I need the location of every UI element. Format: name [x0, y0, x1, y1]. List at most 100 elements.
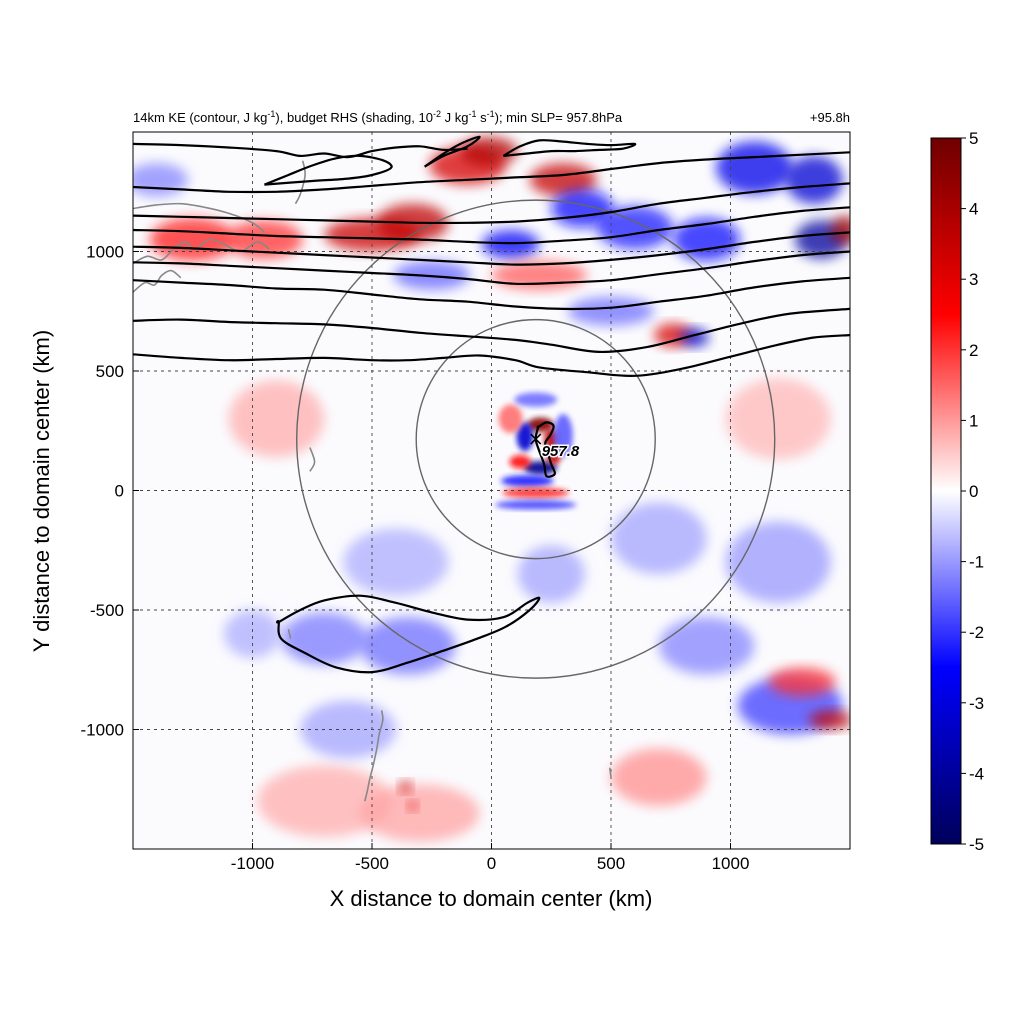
colorbar-tick-label-7: 2: [969, 341, 978, 360]
y-tick-label-2: 0: [115, 482, 124, 501]
shading-blob-28: [725, 521, 831, 603]
colorbar-tick-label-3: -2: [969, 623, 984, 642]
ke-contour-9: [263, 154, 393, 186]
x-axis-ticks: -1000 -500 0 500 1000: [231, 843, 750, 873]
ke-contour-2: [133, 276, 850, 311]
shading-blob-8: [481, 229, 540, 259]
shading-blob-6: [529, 163, 597, 197]
y-axis-title: Y distance to domain center (km): [29, 330, 54, 652]
shading-blob-30: [809, 710, 850, 730]
y-axis-ticks: -1000 -500 0 500 1000: [81, 243, 139, 740]
coastline-segment-5: [287, 628, 292, 639]
ke-contours: [133, 135, 850, 674]
title-part-1: 14km KE (contour, J kg: [133, 110, 267, 125]
ke-contour-11: [502, 139, 637, 157]
storm-shading-blob-9: [553, 414, 573, 458]
colorbar-tick-label-5: 0: [969, 482, 978, 501]
storm-shading-blob-10: [498, 404, 523, 434]
title-part-3: J kg: [441, 110, 468, 125]
storm-shading-blob-5: [509, 455, 531, 469]
ke-contour-5: [133, 206, 850, 245]
shading-blob-35: [399, 780, 412, 793]
x-tick-label-0: -1000: [231, 854, 274, 873]
title-sup-2: -2: [433, 109, 441, 119]
storm-shading-blob-7: [502, 487, 570, 499]
ke-contour-6: [133, 182, 850, 225]
ke-contour-4: [133, 231, 850, 266]
x-axis-title: X distance to domain center (km): [330, 886, 653, 911]
ke-contour-10: [423, 135, 481, 168]
plot-area: 957.8: [133, 132, 850, 849]
storm-shading-blob-8: [495, 500, 577, 510]
shading-blob-37: [223, 610, 282, 658]
ke-contour-0: [133, 334, 850, 377]
shading-blob-27: [725, 378, 831, 460]
shading-blob-26: [611, 502, 707, 575]
title-part-4: s: [476, 110, 487, 125]
title-sup-3: -1: [468, 109, 476, 119]
grid-lines: [133, 132, 850, 849]
shading-blob-20: [133, 163, 188, 197]
shading-blob-22: [343, 528, 449, 596]
storm-center-marker: 957.8: [530, 433, 581, 462]
storm-shading-blob-6: [501, 475, 554, 487]
colorbar-tick-label-4: -1: [969, 553, 984, 572]
title-part-2: ), budget RHS (shading, 10: [275, 110, 433, 125]
ke-contour-closed-0: [276, 594, 541, 674]
range-ring-1: [296, 199, 776, 679]
colorbar-tick-label-6: 1: [969, 411, 978, 430]
range-ring-0: [415, 318, 656, 560]
title-part-5: ); min SLP= 957.8hPa: [495, 110, 623, 125]
storm-shading-blob-11: [514, 392, 558, 407]
coastline-segment-6: [364, 710, 384, 802]
shading-blob-19: [567, 296, 655, 326]
range-rings: [296, 199, 776, 679]
shading-blob-14: [830, 215, 850, 245]
storm-shading-blob-2: [516, 422, 534, 452]
shading-blob-36: [407, 801, 418, 811]
shading-blob-5: [460, 136, 518, 166]
colorbar-tick-label-8: 3: [969, 270, 978, 289]
shading-blob-38: [300, 700, 396, 759]
min-slp-label: 957.8: [542, 443, 580, 460]
x-tick-label-1: -500: [355, 854, 389, 873]
shading-blob-25: [517, 545, 585, 603]
colorbar-tick-label-0: -5: [969, 835, 984, 854]
shading-blob-9: [596, 206, 674, 250]
coastline-segment-3: [294, 160, 306, 205]
shading-blob-32: [257, 765, 392, 838]
ke-contour-8: [133, 142, 468, 159]
shading-blob-0: [149, 218, 236, 262]
ke-contour-3: [133, 250, 850, 286]
y-tick-label-3: 500: [96, 362, 124, 381]
shading-blob-23: [360, 617, 456, 675]
shading-blob-39: [658, 617, 755, 675]
y-tick-label-4: 1000: [86, 243, 124, 262]
shading-blob-24: [281, 612, 368, 665]
colorbar-tick-label-1: -4: [969, 764, 984, 783]
shading-blob-11: [716, 141, 793, 195]
colorbar: [930, 137, 962, 845]
colorbar-tick-label-10: 5: [969, 129, 978, 148]
x-tick-label-3: 500: [597, 854, 625, 873]
colorbar-ticks: -5 -4 -3 -2 -1 0 1 2 3 4 5: [961, 129, 984, 854]
storm-center-x-icon: [530, 433, 542, 445]
y-tick-label-0: -1000: [81, 721, 124, 740]
x-tick-label-2: 0: [487, 854, 496, 873]
ke-contour-1: [133, 307, 850, 354]
shading-blob-31: [768, 667, 836, 697]
shading-blob-21: [228, 380, 325, 458]
x-tick-label-4: 1000: [712, 854, 750, 873]
y-tick-label-1: -500: [90, 601, 124, 620]
shading-blob-34: [611, 748, 707, 806]
colorbar-tick-label-9: 4: [969, 200, 978, 219]
coastline-segment-0: [133, 202, 265, 234]
plot-title: 14km KE (contour, J kg-1), budget RHS (s…: [133, 109, 623, 125]
shading-blob-33: [360, 784, 480, 842]
shading-blob-12: [785, 155, 843, 204]
title-sup-4: -1: [487, 109, 495, 119]
title-sup-1: -1: [267, 109, 275, 119]
coastline-segment-7: [609, 767, 612, 778]
ke-contour-7: [133, 151, 850, 194]
